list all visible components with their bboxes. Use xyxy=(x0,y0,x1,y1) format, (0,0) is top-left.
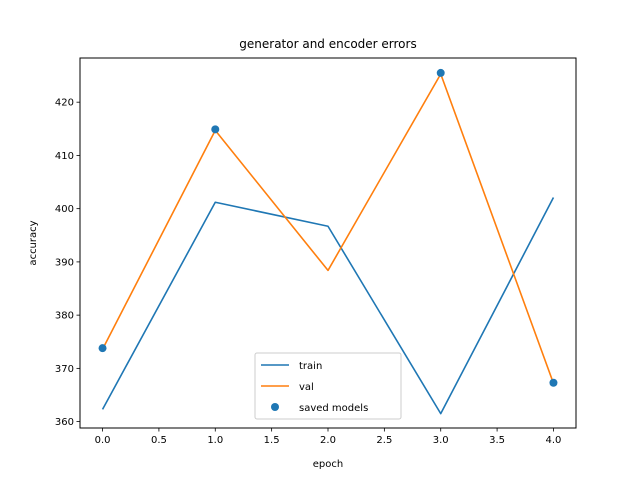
y-tick-label: 400 xyxy=(55,204,74,215)
y-tick-label: 390 xyxy=(55,257,74,268)
series-line-val xyxy=(101,73,555,384)
series-line-train xyxy=(101,197,555,415)
y-tick-label: 420 xyxy=(55,98,74,109)
x-tick-label: 1.5 xyxy=(264,435,280,446)
x-tick-label: 1.0 xyxy=(207,435,223,446)
x-tick-label: 2.5 xyxy=(376,435,392,446)
x-tick-label: 0.5 xyxy=(151,435,167,446)
saved-model-point xyxy=(211,125,220,134)
y-tick-label: 410 xyxy=(55,151,74,162)
plot-area: 0.0 0.5 1.0 1.5 2.0 2.5 3.0 3.5 4.0 360 370 380 390 4… xyxy=(55,68,562,446)
legend: train val saved models xyxy=(254,352,402,420)
legend-saved-models-label: saved models xyxy=(299,403,368,414)
x-tick-label: 0.0 xyxy=(95,435,111,446)
x-axis-label: epoch xyxy=(313,459,343,470)
y-tick-label: 360 xyxy=(55,417,74,428)
y-tick-label: 370 xyxy=(55,364,74,375)
legend-train-label: train xyxy=(299,361,322,372)
x-tick-label: 4.0 xyxy=(546,435,562,446)
legend-box xyxy=(254,352,402,420)
legend-val-label: val xyxy=(299,382,314,393)
axes-frame xyxy=(79,57,577,429)
chart-title: generator and encoder errors xyxy=(239,37,416,51)
saved-model-point xyxy=(549,378,558,387)
saved-model-point xyxy=(436,68,445,77)
x-tick-label: 2.0 xyxy=(320,435,336,446)
x-tick-label: 3.5 xyxy=(489,435,505,446)
legend-saved-models-swatch xyxy=(271,403,279,411)
x-tick-label: 3.0 xyxy=(433,435,449,446)
y-axis-label: accuracy xyxy=(28,220,39,265)
y-tick-label: 380 xyxy=(55,311,74,322)
saved-model-point xyxy=(98,344,107,353)
